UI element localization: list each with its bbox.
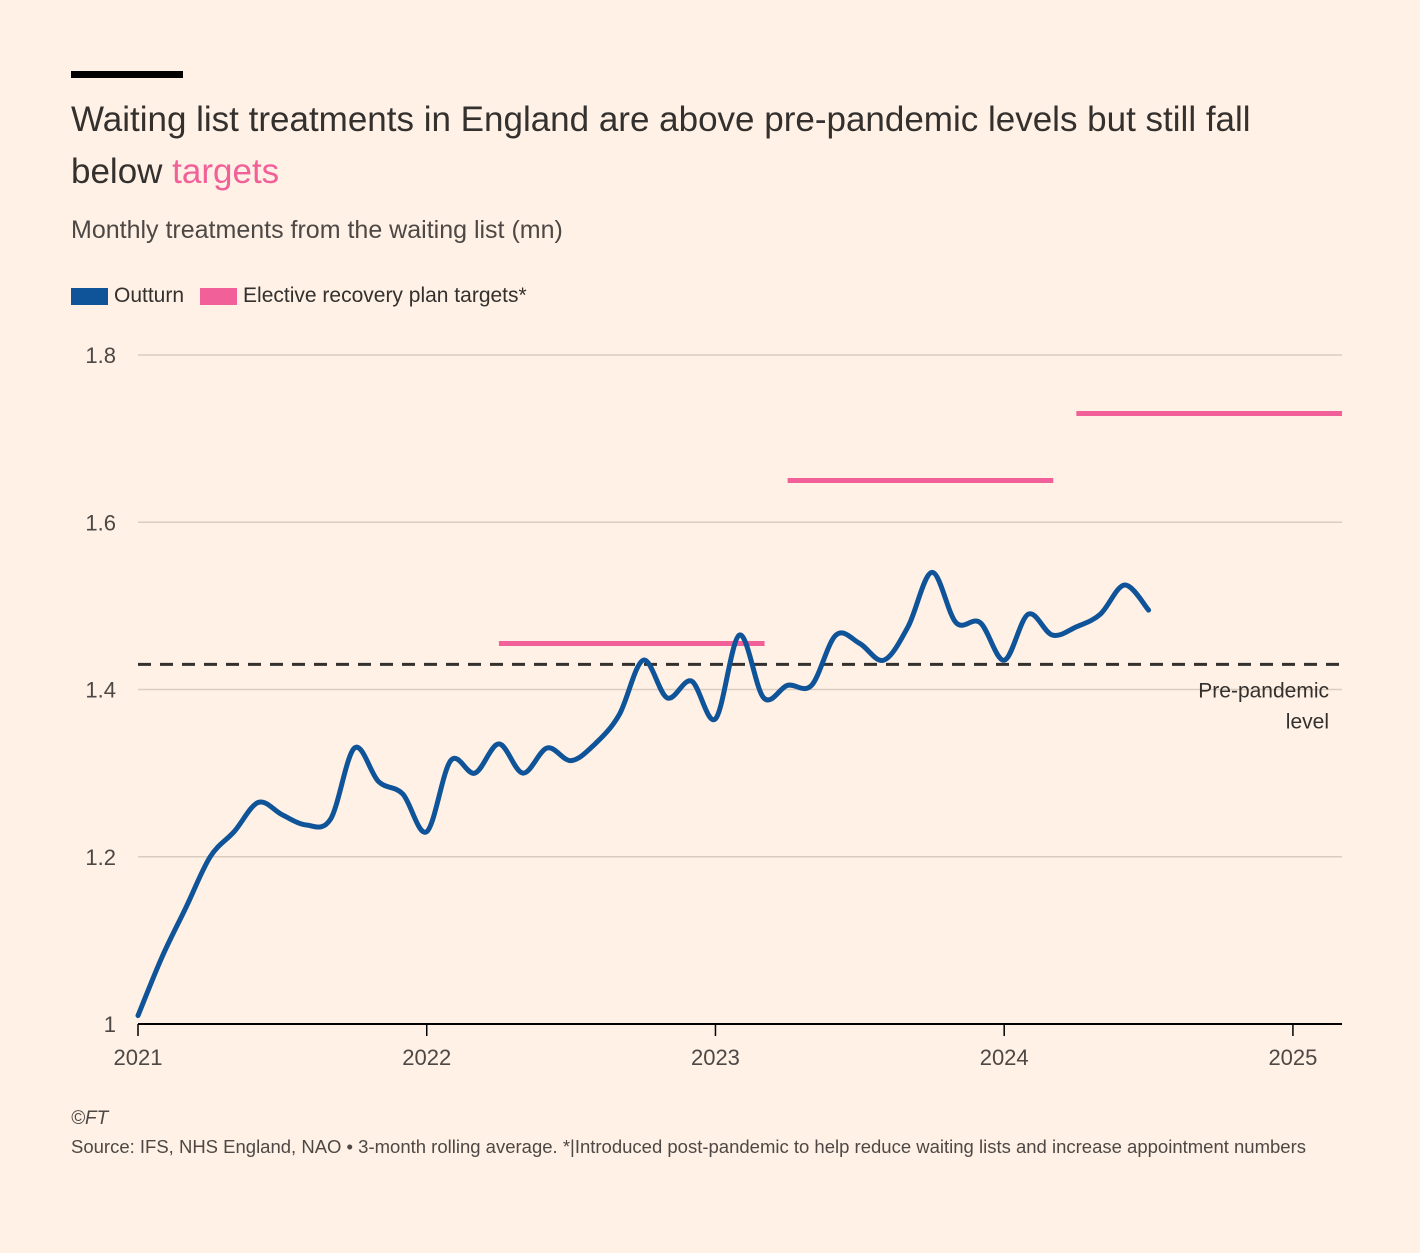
chart-title: Waiting list treatments in England are a… [71, 94, 1351, 198]
y-tick-label-0: 1 [104, 1012, 116, 1037]
x-tick-label-2: 2023 [691, 1045, 740, 1070]
y-tick-label-4: 1.8 [85, 343, 116, 368]
y-tick-label-1: 1.2 [85, 845, 116, 870]
legend-swatch-targets [200, 287, 238, 305]
chart-subtitle: Monthly treatments from the waiting list… [71, 216, 563, 244]
x-tick-label-1: 2022 [402, 1045, 451, 1070]
pre-pandemic-label-line-1: level [1286, 710, 1329, 733]
title-text: Waiting list treatments in England are a… [71, 100, 1251, 191]
x-tick-label-3: 2024 [980, 1045, 1029, 1070]
legend-swatch-outturn [71, 287, 108, 305]
ft-top-bar [71, 71, 183, 78]
ft-credit: ©FT [71, 1108, 109, 1129]
legend-item-targets: Elective recovery plan targets* [200, 284, 527, 308]
pre-pandemic-label-line-0: Pre-pandemic [1198, 679, 1329, 702]
title-highlight-targets: targets [172, 152, 280, 191]
source-note: Source: IFS, NHS England, NAO • 3-month … [71, 1136, 1306, 1157]
line-chart: 1 1.2 1.4 1.6 1.8 2021 2022 2023 2024 2025 Pre-pan… [85, 343, 1342, 1070]
legend-label-targets: Elective recovery plan targets* [243, 284, 527, 307]
legend-label-outturn: Outturn [114, 284, 185, 307]
x-tick-label-0: 2021 [114, 1045, 163, 1070]
legend-item-outturn: Outturn [71, 284, 184, 308]
x-tick-label-4: 2025 [1268, 1045, 1317, 1070]
series-line-outturn [135, 569, 1152, 1019]
y-tick-label-3: 1.6 [85, 510, 116, 535]
y-tick-label-2: 1.4 [85, 678, 116, 703]
legend: Outturn Elective recovery plan targets* [71, 284, 543, 308]
